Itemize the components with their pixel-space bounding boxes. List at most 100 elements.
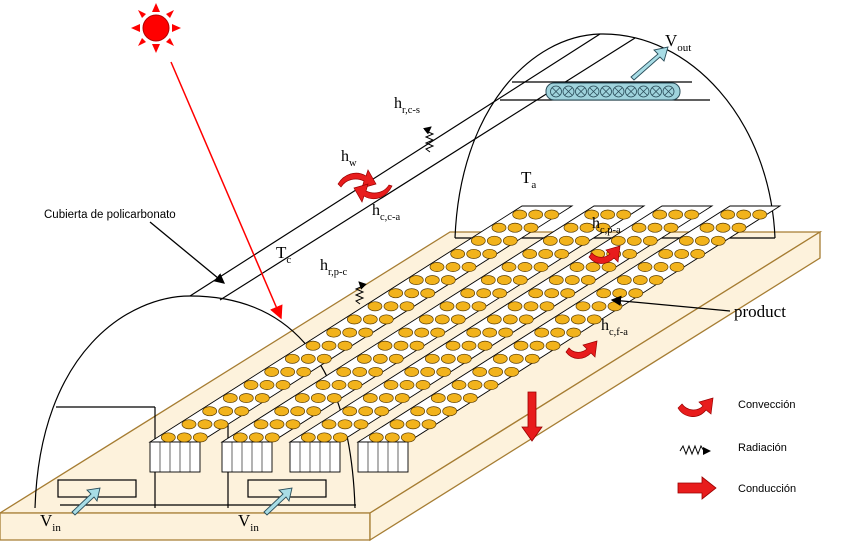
product-item bbox=[492, 288, 508, 299]
product-item bbox=[642, 235, 658, 246]
product-item bbox=[321, 340, 337, 351]
product-item bbox=[507, 301, 523, 312]
sun-ray bbox=[170, 61, 283, 320]
product-item bbox=[424, 275, 440, 286]
product-item bbox=[579, 222, 595, 233]
label-hcpa: hc,p-a bbox=[592, 215, 621, 236]
product-item bbox=[421, 419, 437, 430]
product-item bbox=[715, 222, 731, 233]
label-vin-left: Vin bbox=[40, 511, 61, 534]
radiation-icon-hrpc bbox=[354, 281, 367, 305]
product-item bbox=[372, 353, 388, 364]
product-item bbox=[399, 380, 415, 390]
product-item bbox=[512, 275, 528, 286]
legend-convection-label: Convección bbox=[738, 399, 795, 411]
product-item bbox=[570, 314, 586, 325]
product-item bbox=[472, 366, 488, 377]
product-item bbox=[550, 327, 566, 338]
product-item bbox=[352, 366, 368, 377]
product-leader bbox=[610, 295, 731, 312]
product-item bbox=[488, 366, 504, 377]
product-item bbox=[533, 262, 549, 272]
product-item bbox=[405, 419, 421, 430]
product-item bbox=[181, 419, 197, 430]
product-item bbox=[476, 288, 492, 299]
product-label: product bbox=[734, 302, 786, 321]
product-item bbox=[398, 327, 414, 338]
product-item bbox=[337, 340, 353, 351]
product-item bbox=[434, 314, 450, 325]
convection-icon-hw bbox=[337, 169, 393, 203]
product-item bbox=[316, 432, 332, 443]
product-item bbox=[486, 314, 502, 325]
product-item bbox=[480, 275, 496, 286]
product-item bbox=[362, 314, 378, 325]
product-item bbox=[445, 262, 461, 272]
product-item bbox=[424, 353, 440, 364]
product-item bbox=[393, 340, 409, 351]
product-item bbox=[736, 209, 752, 220]
radiation-icon-hrcs bbox=[423, 126, 435, 153]
product-item bbox=[326, 393, 342, 404]
product-item bbox=[378, 393, 394, 404]
product-item bbox=[492, 353, 508, 364]
product-item bbox=[580, 275, 596, 286]
convection-icon-hcfa bbox=[565, 340, 598, 359]
product-item bbox=[564, 275, 580, 286]
product-item bbox=[632, 275, 648, 286]
tray bbox=[356, 205, 782, 473]
product-item bbox=[720, 209, 736, 220]
product-item bbox=[545, 340, 561, 351]
product-item bbox=[498, 327, 514, 338]
product-item bbox=[332, 432, 348, 443]
product-item bbox=[254, 393, 270, 404]
product-item bbox=[358, 327, 374, 338]
product-item bbox=[529, 340, 545, 351]
product-item bbox=[504, 366, 520, 377]
label-hrcs: hr,c-s bbox=[394, 95, 420, 116]
product-item bbox=[522, 248, 538, 259]
product-item bbox=[612, 288, 628, 299]
product-item bbox=[528, 209, 544, 220]
product-item bbox=[336, 366, 352, 377]
product-item bbox=[477, 340, 493, 351]
product-item bbox=[404, 288, 420, 299]
product-item bbox=[238, 393, 254, 404]
product-item bbox=[668, 209, 684, 220]
product-item bbox=[451, 380, 467, 390]
product-item bbox=[436, 366, 452, 377]
product-item bbox=[466, 327, 482, 338]
label-vin-right: Vin bbox=[238, 511, 259, 534]
product-item bbox=[517, 262, 533, 272]
product-item bbox=[420, 288, 436, 299]
label-hrpc: hr,p-c bbox=[320, 257, 347, 278]
product-item bbox=[383, 301, 399, 312]
product-item bbox=[631, 222, 647, 233]
product-item bbox=[710, 235, 726, 246]
product-item bbox=[647, 222, 663, 233]
product-item bbox=[290, 406, 306, 417]
product-item bbox=[501, 262, 517, 272]
product-item bbox=[684, 209, 700, 220]
product-item bbox=[512, 209, 528, 220]
product-item bbox=[486, 235, 502, 246]
product-item bbox=[222, 393, 238, 404]
product-item bbox=[652, 209, 668, 220]
product-item bbox=[232, 432, 248, 443]
product-item bbox=[429, 262, 445, 272]
product-item bbox=[321, 419, 337, 430]
product-item bbox=[275, 380, 291, 390]
inlet-arrow-left bbox=[71, 487, 101, 516]
product-item bbox=[585, 262, 601, 272]
product-item bbox=[259, 380, 275, 390]
outlet-arrow bbox=[630, 46, 669, 81]
product-item bbox=[315, 380, 331, 390]
conduction-arrow-down bbox=[521, 391, 543, 442]
tray bbox=[148, 205, 574, 473]
product-item bbox=[470, 235, 486, 246]
product-item bbox=[523, 301, 539, 312]
product-item bbox=[439, 301, 455, 312]
product-item bbox=[442, 406, 458, 417]
inlet-arrow-right bbox=[263, 487, 293, 516]
legend-conduction-label: Conducción bbox=[738, 483, 796, 495]
